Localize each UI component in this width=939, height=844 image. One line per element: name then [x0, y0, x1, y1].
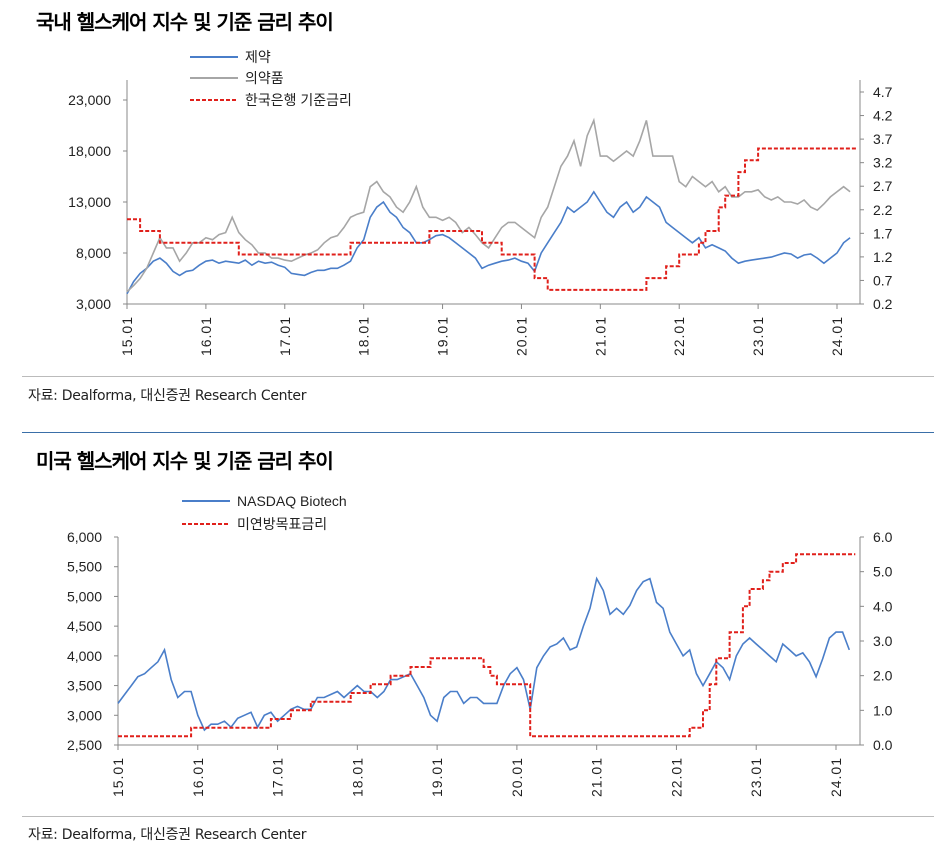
right-tick-label: 2.7 — [873, 178, 893, 194]
x-tick-label: 19.01 — [429, 757, 445, 797]
right-tick-label: 4.7 — [873, 84, 893, 100]
x-tick-label: 24.01 — [828, 757, 844, 797]
divider — [22, 376, 934, 377]
series-line-0 — [126, 190, 851, 295]
x-tick-label: 18.01 — [356, 316, 372, 356]
right-tick-label: 4.2 — [873, 108, 893, 124]
legend-label: 한국은행 기준금리 — [245, 92, 352, 108]
right-tick-label: 1.0 — [873, 702, 893, 718]
right-tick-label: 0.2 — [873, 296, 893, 312]
legend-label: 미연방목표금리 — [237, 516, 327, 532]
series-line-2 — [127, 147, 857, 291]
right-tick-label: 2.2 — [873, 202, 893, 218]
x-tick-label: 20.01 — [509, 757, 525, 797]
us-healthcare-chart: 2,500 3,000 3,500 4,000 4,500 5,000 5,500 6,000… — [67, 493, 893, 797]
left-tick-label: 8,000 — [76, 245, 111, 261]
bottom-chart-source: 자료: Dealforma, 대신증권 Research Center — [28, 827, 307, 843]
right-tick-label: 5.0 — [873, 564, 893, 580]
x-tick-label: 16.01 — [198, 316, 214, 356]
x-tick-label: 21.01 — [592, 316, 608, 356]
left-tick-label: 4,000 — [67, 648, 102, 664]
left-tick-label: 4,500 — [67, 618, 102, 634]
series-line-0 — [117, 576, 851, 732]
divider — [22, 816, 934, 817]
series-line-1 — [118, 553, 856, 738]
x-tick-label: 19.01 — [435, 316, 451, 356]
legend-label: 의약품 — [245, 70, 284, 86]
right-tick-label: 1.2 — [873, 249, 893, 265]
right-tick-label: 3.7 — [873, 131, 893, 147]
left-tick-label: 3,000 — [67, 707, 102, 723]
left-tick-label: 23,000 — [68, 92, 111, 108]
x-tick-label: 17.01 — [270, 757, 286, 797]
x-tick-label: 17.01 — [277, 316, 293, 356]
right-tick-label: 4.0 — [873, 598, 893, 614]
left-tick-label: 18,000 — [68, 143, 111, 159]
x-tick-label: 18.01 — [349, 757, 365, 797]
bottom-chart-title: 미국 헬스케어 지수 및 기준 금리 추이 — [36, 449, 334, 473]
x-tick-label: 16.01 — [190, 757, 206, 797]
left-tick-label: 6,000 — [67, 529, 102, 545]
right-tick-label: 6.0 — [873, 529, 893, 545]
top-chart-title: 국내 헬스케어 지수 및 기준 금리 추이 — [36, 10, 334, 34]
right-tick-label: 0.0 — [873, 737, 893, 753]
x-tick-label: 23.01 — [750, 316, 766, 356]
x-tick-label: 20.01 — [513, 316, 529, 356]
x-tick-label: 15.01 — [110, 757, 126, 797]
left-tick-label: 2,500 — [67, 737, 102, 753]
x-tick-label: 21.01 — [589, 757, 605, 797]
legend-label: 제약 — [245, 49, 271, 65]
right-tick-label: 2.0 — [873, 668, 893, 684]
x-tick-label: 15.01 — [119, 316, 135, 356]
section-divider — [22, 432, 934, 433]
series-line-1 — [126, 117, 851, 293]
left-tick-label: 3,500 — [67, 678, 102, 694]
left-tick-label: 5,000 — [67, 588, 102, 604]
korea-healthcare-chart: 3,000 8,000 13,000 18,000 23,000 0.2 0.7 1.2 1.7… — [68, 49, 893, 356]
right-tick-label: 1.7 — [873, 225, 893, 241]
x-tick-label: 24.01 — [829, 316, 845, 356]
left-tick-label: 13,000 — [68, 194, 111, 210]
right-tick-label: 3.2 — [873, 155, 893, 171]
top-chart-source: 자료: Dealforma, 대신증권 Research Center — [28, 388, 307, 404]
legend-label: NASDAQ Biotech — [237, 493, 347, 509]
right-tick-label: 0.7 — [873, 272, 893, 288]
left-tick-label: 5,500 — [67, 559, 102, 575]
left-tick-label: 3,000 — [76, 296, 111, 312]
right-tick-label: 3.0 — [873, 633, 893, 649]
x-tick-label: 22.01 — [668, 757, 684, 797]
x-tick-label: 23.01 — [748, 757, 764, 797]
x-tick-label: 22.01 — [671, 316, 687, 356]
